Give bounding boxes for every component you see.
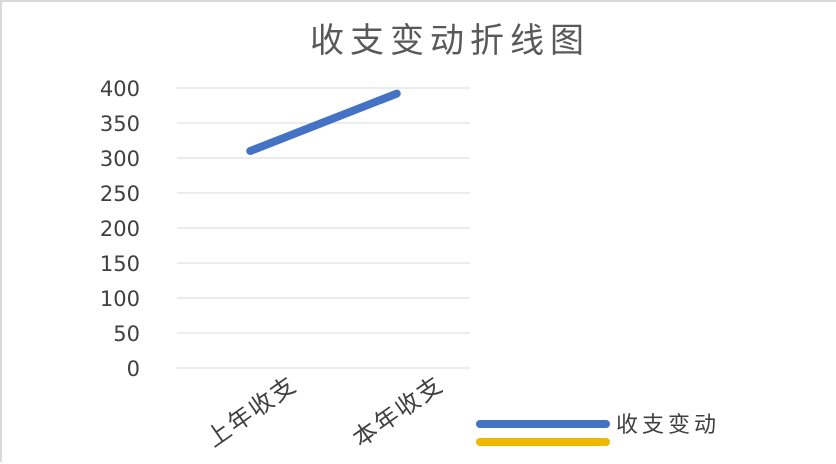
x-axis-categories: 上年收支 本年收支 [201, 370, 449, 453]
legend-label: 收支变动 [616, 413, 720, 438]
y-tick-label: 100 [100, 287, 140, 311]
y-tick-label: 300 [100, 147, 140, 171]
y-tick-label: 200 [100, 217, 140, 241]
y-axis-ticks: 0 50 100 150 200 250 300 350 400 [100, 77, 140, 381]
y-tick-label: 400 [100, 77, 140, 101]
series-line [246, 89, 401, 155]
data-point [395, 92, 398, 95]
series-layer [246, 89, 401, 155]
gridlines [177, 87, 470, 369]
x-category-label: 上年收支 [201, 370, 302, 453]
y-tick-label: 250 [100, 182, 140, 206]
data-point [249, 150, 252, 152]
chart-title: 收支变动折线图 [310, 21, 590, 61]
y-tick-label: 350 [100, 112, 140, 136]
y-tick-label: 50 [113, 322, 140, 346]
legend: 收支变动 [476, 413, 720, 446]
y-tick-label: 150 [100, 252, 140, 276]
y-tick-label: 0 [127, 357, 140, 381]
x-category-label: 本年收支 [348, 370, 449, 453]
